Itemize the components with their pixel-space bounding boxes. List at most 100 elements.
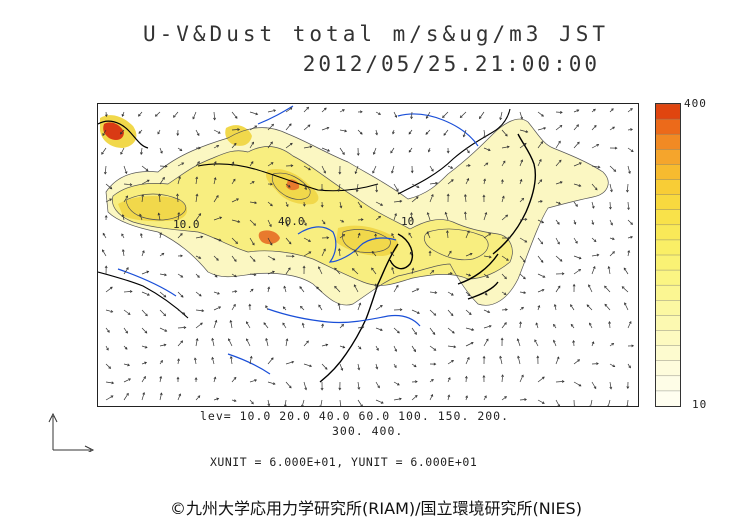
wind-arrow — [249, 125, 257, 131]
wind-arrow-head — [282, 322, 286, 326]
wind-arrow — [411, 268, 414, 275]
wind-arrow-head — [577, 359, 581, 362]
wind-arrow-head — [326, 236, 330, 240]
wind-arrow — [139, 214, 143, 221]
wind-arrow-head — [425, 132, 429, 135]
wind-arrow-head — [540, 241, 544, 245]
wind-arrow — [591, 165, 600, 168]
wind-arrow-head — [164, 329, 168, 332]
wind-arrow-head — [596, 144, 600, 147]
wind-arrow — [375, 183, 378, 192]
wind-arrow-head — [245, 338, 249, 342]
color-scale-swatch — [656, 149, 680, 165]
wind-arrow-head — [488, 233, 492, 236]
wind-arrow-head — [265, 337, 268, 341]
wind-arrow-head — [378, 215, 382, 219]
wind-arrow — [443, 129, 449, 136]
color-scale-max-label: 400 — [684, 97, 707, 110]
wind-arrow-head — [628, 171, 631, 174]
wind-arrow-head — [249, 355, 253, 359]
wind-arrow-head — [102, 249, 105, 253]
wind-arrow-head — [254, 379, 258, 382]
wind-arrow-head — [217, 291, 220, 295]
wind-arrow — [303, 183, 307, 190]
wind-arrow — [501, 322, 507, 329]
wind-arrow — [573, 255, 582, 259]
wind-arrow — [141, 345, 148, 349]
wind-arrow — [159, 360, 163, 365]
wind-arrow — [334, 286, 341, 293]
wind-arrow-head — [450, 313, 454, 317]
wind-arrow — [177, 291, 184, 298]
wind-arrow — [338, 303, 341, 311]
wind-arrow-head — [613, 169, 617, 172]
wind-arrow-head — [321, 323, 324, 327]
wind-arrow — [231, 290, 237, 293]
wind-arrow — [105, 309, 113, 313]
wind-arrow — [213, 145, 219, 149]
wind-arrow — [321, 344, 328, 347]
wind-arrow — [195, 255, 201, 259]
wind-arrow — [303, 146, 312, 149]
wind-arrow-head — [290, 164, 294, 168]
wind-arrow-head — [121, 113, 125, 117]
wind-arrow-head — [159, 375, 163, 379]
wind-arrow-head — [390, 150, 393, 154]
wind-arrow-head — [254, 125, 258, 129]
wind-arrow — [537, 255, 544, 263]
wind-arrow — [231, 129, 240, 131]
wind-arrow — [604, 285, 611, 293]
river-north — [257, 105, 294, 125]
wind-arrow-head — [431, 378, 434, 382]
wind-arrow-head — [462, 134, 466, 138]
wind-arrow-head — [466, 177, 470, 181]
wind-arrow — [429, 291, 437, 294]
wind-arrow-head — [539, 179, 543, 183]
wind-arrow-head — [213, 161, 217, 164]
wind-arrow — [573, 340, 575, 347]
wind-arrow-head — [487, 148, 491, 152]
wind-arrow-head — [505, 308, 508, 312]
wind-arrow-head — [235, 241, 238, 244]
wind-arrow — [499, 356, 503, 365]
wind-arrow-head — [594, 187, 598, 191]
wind-arrow-head — [157, 212, 161, 216]
wind-arrow-head — [358, 346, 362, 350]
wind-arrow-head — [121, 249, 125, 252]
wind-arrow — [465, 147, 470, 153]
wind-arrow-head — [523, 142, 527, 146]
wind-arrow-head — [217, 131, 221, 134]
wind-arrow — [519, 273, 526, 280]
wind-arrow — [195, 338, 198, 347]
wind-arrow-head — [164, 273, 167, 277]
wind-arrow — [339, 109, 345, 113]
wind-arrow — [213, 129, 221, 134]
wind-arrow-head — [163, 294, 167, 298]
wind-arrow-head — [468, 273, 472, 277]
wind-arrow — [391, 165, 395, 174]
wind-arrow-head — [607, 265, 611, 269]
wind-arrow-head — [308, 251, 312, 254]
wind-arrow-head — [484, 211, 488, 215]
wind-arrow-head — [449, 272, 453, 276]
wind-arrow — [442, 111, 449, 118]
wind-arrow — [501, 374, 504, 383]
wind-arrow-head — [255, 112, 259, 116]
wind-arrow — [465, 327, 474, 331]
wind-arrow-head — [289, 142, 293, 146]
wind-arrow-head — [144, 361, 148, 365]
wind-arrow-head — [593, 386, 597, 390]
wind-arrow-head — [320, 387, 324, 391]
wind-arrow-head — [521, 374, 524, 378]
wind-arrow-head — [270, 203, 273, 207]
wind-arrow — [339, 345, 345, 348]
wind-arrow-head — [177, 358, 180, 362]
wind-arrow — [177, 309, 185, 315]
wind-arrow-head — [372, 170, 375, 174]
wind-arrow — [609, 321, 611, 329]
wind-arrow — [267, 237, 273, 246]
wind-arrow — [141, 291, 150, 296]
wind-arrow-head — [484, 395, 487, 399]
wind-arrow-head — [504, 322, 507, 325]
wind-arrow-head — [195, 193, 199, 197]
